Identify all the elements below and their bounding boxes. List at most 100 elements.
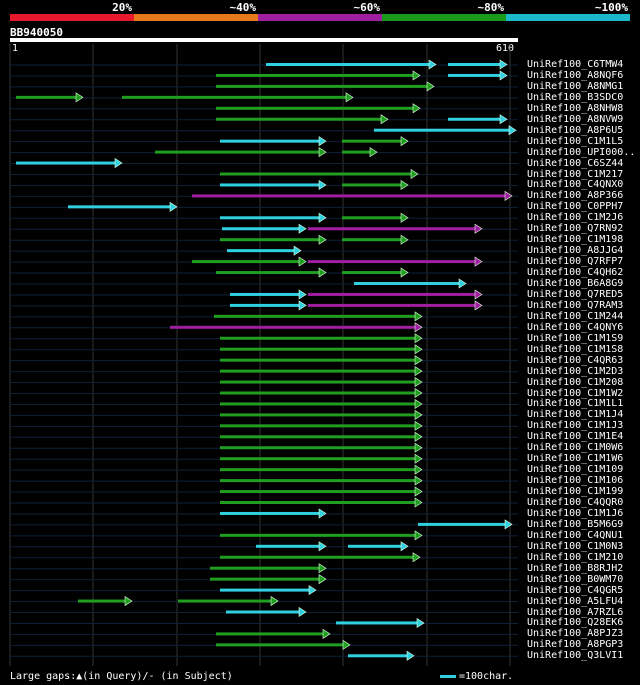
hit-row[interactable] — [216, 639, 351, 650]
hit-name[interactable]: UniRef100_C4QR63 — [527, 354, 624, 366]
hit-name[interactable]: UniRef100_A8NHW8 — [527, 102, 624, 114]
alignment-segment[interactable] — [230, 303, 300, 307]
hit-row[interactable] — [210, 574, 327, 585]
alignment-segment[interactable] — [256, 544, 320, 548]
hit-row[interactable] — [266, 59, 508, 70]
hit-row[interactable] — [68, 201, 178, 212]
hit-name[interactable]: UniRef100_A7RZL6 — [527, 606, 624, 618]
hit-row[interactable] — [220, 409, 423, 420]
hit-row[interactable] — [220, 136, 409, 147]
hit-name[interactable]: UniRef100_A8PJZ3 — [527, 628, 624, 640]
alignment-segment[interactable] — [216, 106, 414, 110]
hit-row[interactable] — [16, 158, 123, 169]
hit-row[interactable] — [220, 333, 423, 344]
hit-name[interactable]: UniRef100_C4QQR0 — [527, 497, 624, 508]
alignment-segment[interactable] — [348, 654, 408, 658]
hit-row[interactable] — [216, 267, 409, 278]
hit-name[interactable]: UniRef100_C1M1E4 — [527, 431, 624, 443]
alignment-segment[interactable] — [220, 501, 416, 504]
hit-row[interactable] — [220, 475, 423, 486]
alignment-segment[interactable] — [220, 380, 416, 384]
hit-row[interactable] — [226, 606, 307, 618]
hit-row[interactable] — [336, 617, 425, 628]
hit-row[interactable] — [216, 70, 508, 81]
hit-row[interactable] — [220, 377, 423, 388]
alignment-segment[interactable] — [342, 238, 402, 242]
hit-row[interactable] — [220, 431, 423, 442]
hit-name[interactable]: UniRef100_A8PGP3 — [527, 639, 624, 651]
hit-row[interactable] — [220, 486, 423, 497]
hit-row[interactable] — [216, 103, 421, 114]
alignment-segment[interactable] — [220, 336, 416, 340]
hit-name[interactable]: UniRef100_C6SZ44 — [527, 157, 624, 169]
hit-name[interactable]: UniRef100_C1M2J6 — [527, 212, 624, 224]
alignment-segment[interactable] — [448, 117, 501, 121]
hit-name[interactable]: UniRef100_Q7RED5 — [527, 288, 624, 300]
hit-name[interactable]: UniRef100_C1M0W6 — [527, 442, 624, 454]
hit-name[interactable]: UniRef100_Q3LVI1 — [527, 650, 624, 662]
alignment-segment[interactable] — [122, 95, 347, 99]
hit-row[interactable] — [220, 552, 421, 563]
alignment-segment[interactable] — [354, 282, 460, 285]
alignment-segment[interactable] — [210, 566, 320, 570]
hit-name[interactable]: UniRef100_A5LFU4 — [527, 595, 624, 607]
alignment-segment[interactable] — [374, 128, 510, 132]
hit-row[interactable] — [220, 442, 423, 453]
alignment-segment[interactable] — [216, 117, 382, 121]
alignment-segment[interactable] — [220, 369, 416, 373]
hit-name[interactable]: UniRef100_A8NQF6 — [527, 69, 624, 81]
hit-row[interactable] — [220, 179, 409, 190]
hit-name[interactable]: UniRef100_C1M199 — [527, 486, 624, 498]
alignment-segment[interactable] — [192, 194, 506, 198]
hit-name[interactable]: UniRef100_C1M1W2 — [527, 387, 624, 399]
hit-name[interactable]: UniRef100_Q7RAM3 — [527, 299, 624, 311]
hit-row[interactable] — [220, 530, 423, 541]
alignment-segment[interactable] — [220, 391, 416, 395]
hit-name[interactable]: UniRef100_A8JJG4 — [527, 245, 624, 257]
hit-row[interactable] — [222, 223, 483, 234]
alignment-segment[interactable] — [220, 435, 416, 439]
hit-name[interactable]: UniRef100_C1M1J3 — [527, 420, 624, 432]
alignment-segment[interactable] — [216, 271, 320, 275]
hit-name[interactable]: UniRef100_C4QNU1 — [527, 529, 624, 541]
hit-name[interactable]: UniRef100_C1M1S9 — [527, 332, 624, 344]
hit-row[interactable] — [220, 355, 423, 366]
alignment-segment[interactable] — [214, 314, 416, 318]
alignment-segment[interactable] — [342, 216, 402, 220]
hit-row[interactable] — [214, 311, 423, 322]
alignment-segment[interactable] — [220, 358, 416, 362]
hit-name[interactable]: UniRef100_B3SDC0 — [527, 91, 624, 103]
hit-name[interactable]: UniRef100_C1M208 — [527, 376, 624, 388]
alignment-segment[interactable] — [308, 260, 476, 264]
alignment-segment[interactable] — [16, 161, 116, 165]
alignment-segment[interactable] — [220, 347, 416, 351]
hit-row[interactable] — [155, 147, 378, 158]
alignment-segment[interactable] — [170, 325, 416, 329]
alignment-segment[interactable] — [266, 63, 430, 66]
hit-name[interactable]: UniRef100_C1M1J4 — [527, 409, 624, 421]
alignment-segment[interactable] — [448, 63, 501, 66]
alignment-segment[interactable] — [220, 490, 416, 494]
hit-row[interactable] — [210, 563, 327, 574]
alignment-segment[interactable] — [220, 413, 416, 417]
alignment-segment[interactable] — [342, 183, 402, 187]
hit-row[interactable] — [216, 628, 331, 639]
alignment-segment[interactable] — [216, 643, 344, 647]
hit-name[interactable]: UniRef100_C1M1J6 — [527, 507, 624, 519]
hit-name[interactable]: UniRef100_C1M106 — [527, 475, 624, 487]
hit-row[interactable] — [230, 300, 483, 311]
hit-row[interactable] — [374, 125, 517, 136]
alignment-segment[interactable] — [222, 227, 300, 231]
alignment-segment[interactable] — [78, 599, 126, 603]
alignment-segment[interactable] — [192, 260, 300, 264]
alignment-segment[interactable] — [16, 95, 77, 99]
hit-row[interactable] — [348, 650, 415, 661]
hit-name[interactable]: UniRef100_A8NMG1 — [527, 80, 624, 92]
hit-row[interactable] — [216, 81, 435, 92]
hit-name[interactable]: UniRef100_C4QNY6 — [527, 321, 624, 333]
hit-name[interactable]: UniRef100_Q7RN92 — [527, 223, 624, 235]
hit-name[interactable]: UniRef100_B8RJH2 — [527, 562, 624, 574]
alignment-segment[interactable] — [155, 150, 320, 154]
hit-row[interactable] — [16, 92, 354, 103]
hit-name[interactable]: UniRef100_C1M217 — [527, 168, 624, 180]
